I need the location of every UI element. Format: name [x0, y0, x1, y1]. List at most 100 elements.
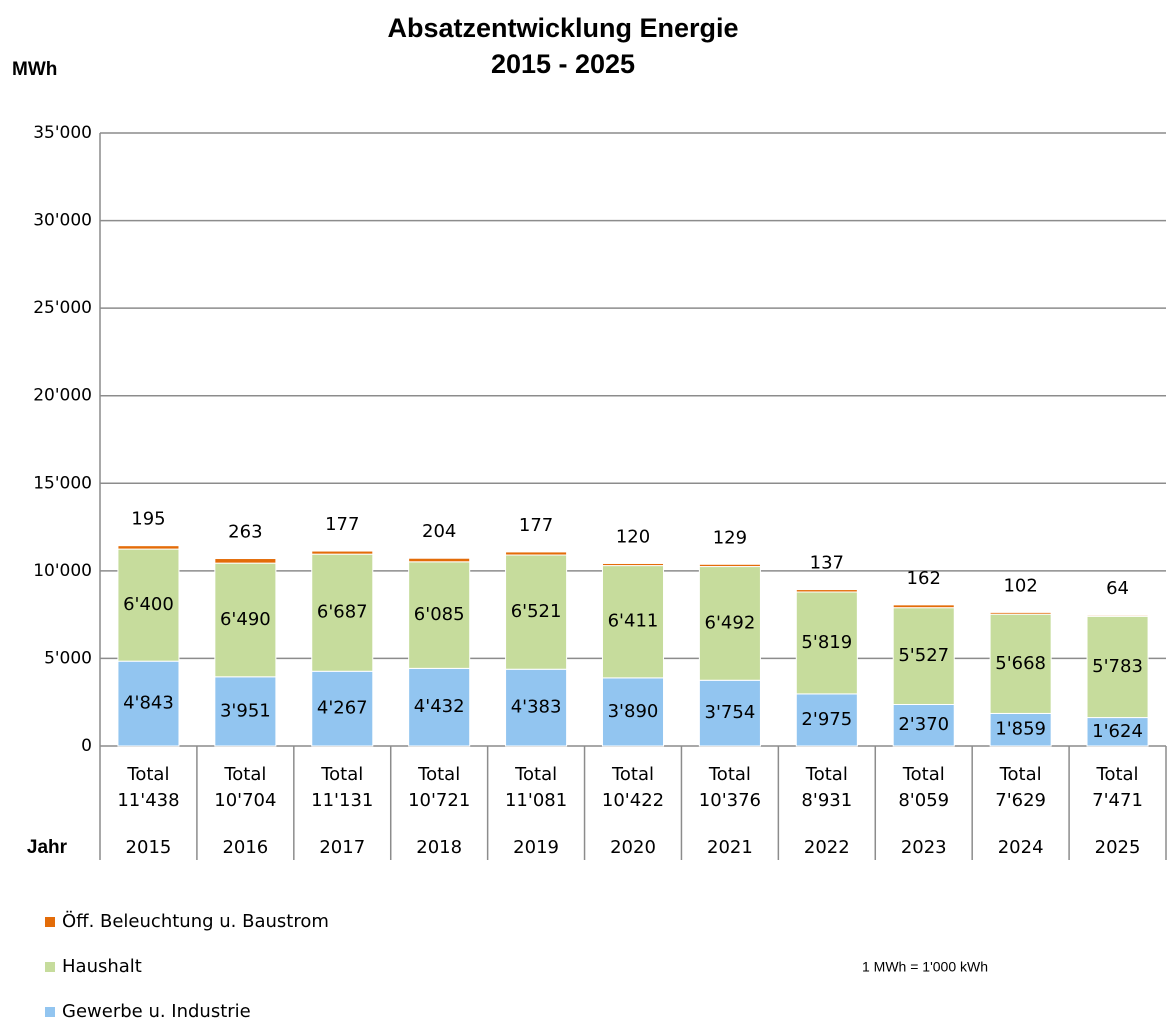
y-tick-label: 10'000 — [33, 561, 92, 581]
total-label: 10'704 — [214, 790, 276, 811]
legend-swatch — [45, 917, 55, 927]
bar-segment — [311, 670, 374, 747]
data-label: 162 — [907, 568, 941, 589]
y-tick-label: 35'000 — [33, 123, 92, 143]
x-tick-label: 2019 — [513, 837, 559, 858]
x-tick-label: 2020 — [610, 837, 656, 858]
bar-segment — [311, 553, 374, 672]
data-label: 6'687 — [317, 602, 368, 623]
total-prefix: Total — [1096, 764, 1139, 785]
y-tick-label: 15'000 — [33, 473, 92, 493]
data-label: 6'411 — [608, 611, 659, 632]
legend-swatch — [45, 1007, 55, 1017]
data-label: 137 — [810, 553, 844, 574]
bar-segment — [214, 558, 277, 564]
y-tick-label: 30'000 — [33, 211, 92, 231]
x-tick-label: 2017 — [319, 837, 365, 858]
annotation: 1 MWh = 1'000 kWh — [862, 959, 988, 975]
bar-segment — [214, 562, 277, 678]
total-label: 8'931 — [801, 790, 852, 811]
data-label: 177 — [325, 514, 359, 535]
data-label: 177 — [519, 515, 553, 536]
y-tick-label: 5'000 — [44, 648, 92, 668]
bar-segment — [795, 589, 858, 593]
x-tick-label: 2023 — [901, 837, 947, 858]
y-axis-label: MWh — [12, 59, 57, 80]
total-prefix: Total — [805, 764, 848, 785]
x-tick-label: 2022 — [804, 837, 850, 858]
data-label: 4'267 — [317, 698, 368, 719]
bar-segment — [408, 561, 471, 669]
bar-segment — [1086, 614, 1149, 617]
bar-segment — [795, 693, 858, 747]
bar-segment — [117, 548, 180, 662]
bar-segment — [214, 676, 277, 747]
total-prefix: Total — [708, 764, 751, 785]
bar-segment — [601, 565, 665, 679]
y-tick-label: 0 — [81, 736, 92, 756]
data-label: 3'951 — [220, 700, 271, 721]
data-label: 129 — [713, 527, 747, 548]
data-label: 3'890 — [608, 701, 659, 722]
bar-segment — [505, 551, 568, 556]
bar-segment — [698, 679, 761, 747]
total-prefix: Total — [320, 764, 363, 785]
x-axis-label: Jahr — [27, 837, 68, 858]
data-label: 6'521 — [511, 601, 562, 622]
total-prefix: Total — [417, 764, 460, 785]
data-label: 2'370 — [898, 714, 949, 735]
x-tick-label: 2021 — [707, 837, 753, 858]
data-label: 6'085 — [414, 604, 465, 625]
bar-segment — [505, 554, 568, 670]
x-tick-label: 2024 — [998, 837, 1044, 858]
data-label: 3'754 — [705, 702, 756, 723]
bar-segment — [698, 563, 761, 568]
chart-title: Absatzentwicklung Energie — [387, 13, 738, 43]
bar-segment — [892, 604, 955, 609]
x-tick-label: 2015 — [126, 837, 172, 858]
total-prefix: Total — [611, 764, 654, 785]
bar-segment — [408, 557, 471, 563]
data-label: 5'783 — [1092, 656, 1143, 677]
bar-segment — [117, 660, 180, 747]
bar-segment — [698, 566, 761, 681]
total-label: 7'629 — [995, 790, 1046, 811]
y-tick-label: 20'000 — [33, 386, 92, 406]
data-label: 6'492 — [705, 612, 756, 633]
bar-segment — [117, 545, 180, 550]
bar-segment — [795, 591, 858, 695]
data-label: 6'400 — [123, 594, 174, 615]
total-prefix: Total — [902, 764, 945, 785]
legend-label: Gewerbe u. Industrie — [62, 1001, 251, 1018]
total-label: 11'438 — [117, 790, 179, 811]
data-label: 5'668 — [995, 653, 1046, 674]
data-label: 1'859 — [995, 719, 1046, 740]
chart-subtitle: 2015 - 2025 — [491, 49, 635, 79]
bar-segment — [892, 703, 955, 747]
data-label: 102 — [1003, 575, 1037, 596]
data-label: 6'490 — [220, 609, 271, 630]
data-label: 1'624 — [1092, 721, 1143, 742]
total-label: 11'081 — [505, 790, 567, 811]
data-label: 263 — [228, 522, 262, 543]
legend-label: Öff. Beleuchtung u. Baustrom — [62, 910, 329, 932]
total-label: 7'471 — [1092, 790, 1143, 811]
total-label: 8'059 — [898, 790, 949, 811]
total-prefix: Total — [514, 764, 557, 785]
data-label: 5'819 — [801, 632, 852, 653]
bar-segment — [989, 611, 1052, 615]
total-prefix: Total — [999, 764, 1042, 785]
total-label: 11'131 — [311, 790, 373, 811]
x-tick-label: 2016 — [222, 837, 268, 858]
total-prefix: Total — [126, 764, 169, 785]
data-label: 4'432 — [414, 696, 465, 717]
bar-segment — [311, 550, 374, 555]
data-label: 204 — [422, 521, 456, 542]
data-label: 64 — [1106, 578, 1129, 599]
total-prefix: Total — [223, 764, 266, 785]
bar-segment — [989, 712, 1052, 747]
x-tick-label: 2018 — [416, 837, 462, 858]
x-tick-label: 2025 — [1095, 837, 1141, 858]
data-label: 4'843 — [123, 693, 174, 714]
